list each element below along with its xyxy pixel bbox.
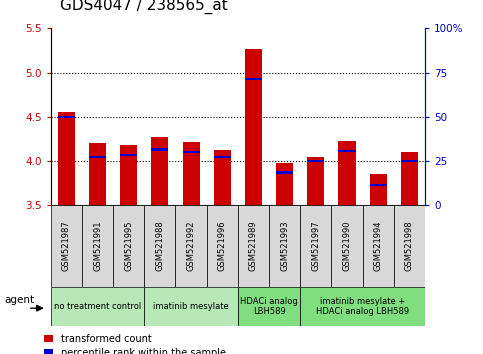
Text: GDS4047 / 238565_at: GDS4047 / 238565_at <box>60 0 228 14</box>
Bar <box>276 171 293 174</box>
Bar <box>183 142 199 205</box>
FancyBboxPatch shape <box>51 287 144 326</box>
Text: no treatment control: no treatment control <box>54 302 141 311</box>
FancyBboxPatch shape <box>331 205 363 287</box>
Text: GSM521991: GSM521991 <box>93 221 102 271</box>
Text: GSM521989: GSM521989 <box>249 221 258 272</box>
Bar <box>58 113 75 205</box>
FancyBboxPatch shape <box>144 287 238 326</box>
Text: GSM521988: GSM521988 <box>156 221 164 272</box>
Text: GSM521990: GSM521990 <box>342 221 352 271</box>
Bar <box>245 78 262 80</box>
FancyBboxPatch shape <box>238 205 269 287</box>
Bar <box>151 137 169 205</box>
Bar <box>213 155 231 158</box>
Bar <box>276 163 293 205</box>
Text: GSM521995: GSM521995 <box>124 221 133 271</box>
Bar <box>401 160 418 162</box>
Text: GSM521996: GSM521996 <box>218 221 227 272</box>
Text: imatinib mesylate: imatinib mesylate <box>153 302 229 311</box>
FancyBboxPatch shape <box>238 287 300 326</box>
FancyBboxPatch shape <box>394 205 425 287</box>
Text: GSM521997: GSM521997 <box>312 221 320 272</box>
FancyBboxPatch shape <box>82 205 113 287</box>
Bar <box>120 154 137 156</box>
FancyBboxPatch shape <box>144 205 175 287</box>
Bar <box>89 143 106 205</box>
FancyBboxPatch shape <box>300 287 425 326</box>
Text: GSM521998: GSM521998 <box>405 221 414 272</box>
FancyBboxPatch shape <box>207 205 238 287</box>
FancyBboxPatch shape <box>113 205 144 287</box>
Bar <box>58 116 75 118</box>
Text: agent: agent <box>4 295 34 306</box>
Text: GSM521987: GSM521987 <box>62 221 71 272</box>
Bar <box>369 175 387 205</box>
Bar <box>245 49 262 205</box>
Text: imatinib mesylate +
HDACi analog LBH589: imatinib mesylate + HDACi analog LBH589 <box>316 297 409 316</box>
Bar <box>183 151 199 153</box>
Text: GSM521994: GSM521994 <box>374 221 383 271</box>
Bar <box>307 160 325 162</box>
Bar <box>151 148 169 151</box>
Bar <box>369 184 387 186</box>
FancyBboxPatch shape <box>300 205 331 287</box>
Bar <box>307 157 325 205</box>
Legend: transformed count, percentile rank within the sample: transformed count, percentile rank withi… <box>43 334 226 354</box>
Bar <box>401 152 418 205</box>
Bar <box>339 150 355 153</box>
FancyBboxPatch shape <box>51 205 82 287</box>
Bar <box>339 141 355 205</box>
Bar <box>213 150 231 205</box>
FancyBboxPatch shape <box>363 205 394 287</box>
FancyBboxPatch shape <box>269 205 300 287</box>
Bar <box>120 145 137 205</box>
FancyBboxPatch shape <box>175 205 207 287</box>
Text: GSM521992: GSM521992 <box>186 221 196 271</box>
Bar <box>89 155 106 158</box>
Text: HDACi analog
LBH589: HDACi analog LBH589 <box>240 297 298 316</box>
Text: GSM521993: GSM521993 <box>280 221 289 272</box>
